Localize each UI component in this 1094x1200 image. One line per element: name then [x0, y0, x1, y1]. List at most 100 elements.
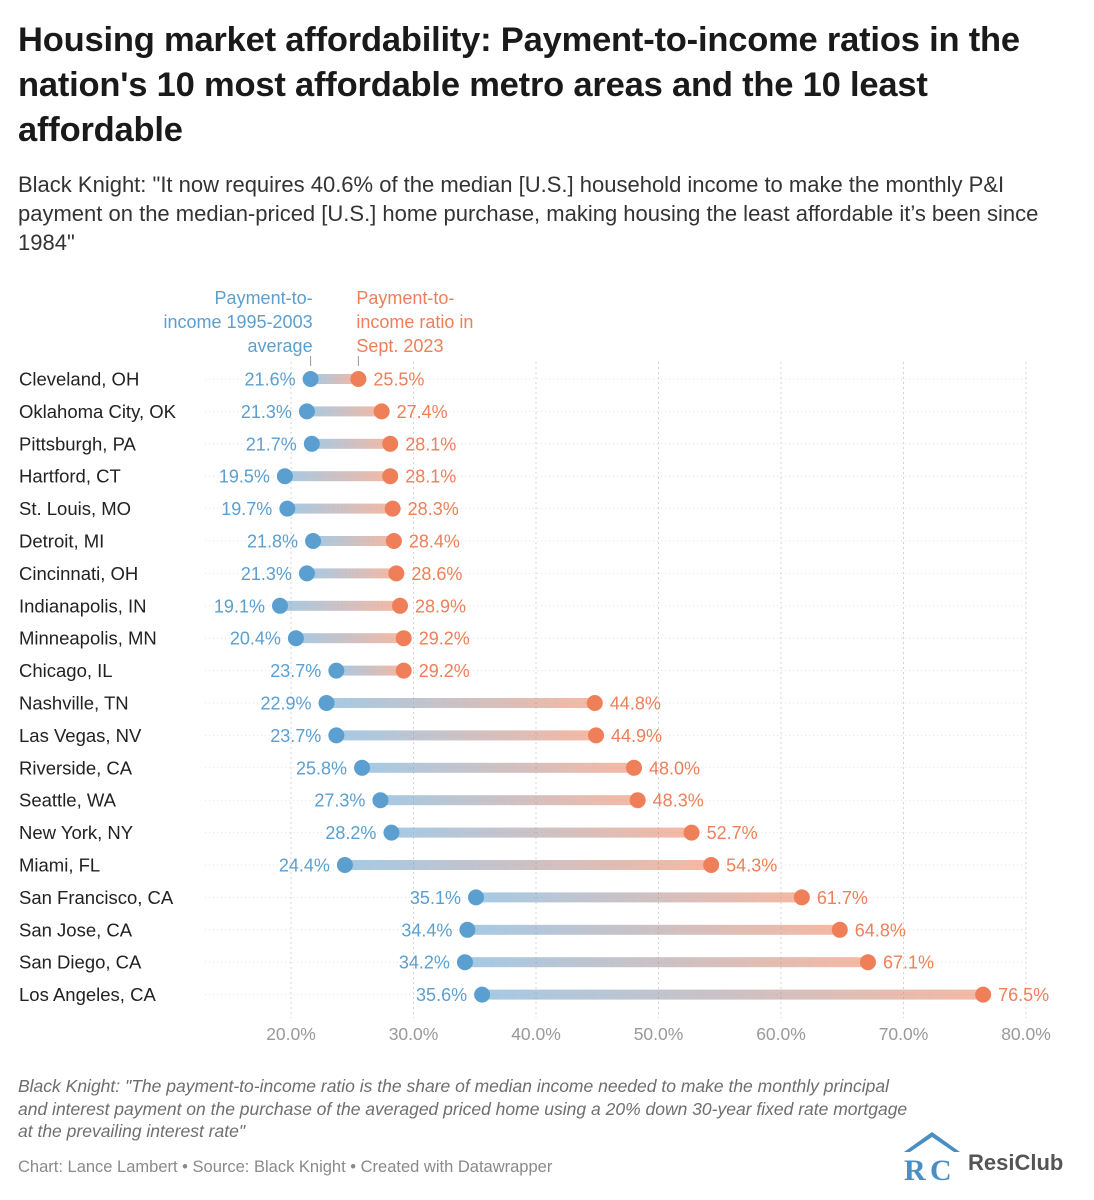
range-connector: [380, 795, 638, 806]
metro-label: Miami, FL: [19, 855, 100, 876]
sept-value-label: 28.9%: [415, 596, 466, 616]
logo-text: ResiClub: [968, 1150, 1064, 1175]
avg-dot: [279, 500, 296, 517]
avg-value-label: 21.3%: [241, 564, 292, 584]
sept-dot: [683, 824, 700, 841]
x-tick-label: 40.0%: [511, 1024, 561, 1044]
methodology-note: Black Knight: "The payment-to-income rat…: [18, 1076, 908, 1141]
avg-dot: [372, 792, 389, 809]
avg-value-label: 20.4%: [230, 629, 281, 649]
metro-label: Hartford, CT: [19, 466, 121, 487]
avg-dot: [459, 921, 476, 938]
avg-value-label: 24.4%: [279, 856, 330, 876]
range-connector: [279, 600, 401, 611]
avg-value-label: 19.1%: [214, 596, 265, 616]
x-tick-label: 20.0%: [266, 1024, 316, 1044]
sept-value-label: 48.3%: [653, 791, 704, 811]
sept-value-label: 28.1%: [405, 467, 456, 487]
range-connector: [464, 957, 868, 968]
x-tick-label: 50.0%: [634, 1024, 684, 1044]
avg-value-label: 28.2%: [325, 823, 376, 843]
avg-dot: [467, 889, 484, 906]
sept-value-label: 28.6%: [411, 564, 462, 584]
svg-text:R: R: [904, 1154, 926, 1184]
sept-dot: [395, 630, 412, 647]
chart-subtitle: Black Knight: "It now requires 40.6% of …: [18, 172, 1039, 255]
sept-dot: [703, 857, 720, 873]
range-connector: [284, 471, 391, 482]
range-connector: [344, 860, 712, 870]
range-connector: [313, 536, 394, 546]
avg-value-label: 25.8%: [296, 758, 347, 778]
sept-dot: [588, 727, 605, 744]
avg-value-label: 27.3%: [314, 791, 365, 811]
metro-label: Minneapolis, MN: [19, 628, 157, 649]
range-connector: [326, 698, 595, 708]
range-connector: [306, 568, 397, 579]
metro-label: Cleveland, OH: [19, 369, 139, 390]
metro-label: Riverside, CA: [19, 757, 133, 778]
avg-dot: [318, 695, 335, 711]
x-tick-label: 70.0%: [879, 1024, 929, 1044]
metro-label: San Diego, CA: [19, 952, 142, 973]
sept-dot: [384, 500, 401, 517]
sept-dot: [385, 533, 402, 549]
metro-label: Pittsburgh, PA: [19, 433, 137, 454]
avg-value-label: 35.1%: [410, 888, 461, 908]
avg-dot: [287, 630, 304, 647]
range-connector: [475, 892, 802, 903]
metro-label: Oklahoma City, OK: [19, 401, 177, 422]
chart-credit: Chart: Lance Lambert • Source: Black Kni…: [18, 1158, 553, 1176]
avg-value-label: 19.5%: [219, 467, 270, 487]
range-connector: [362, 762, 634, 773]
avg-dot: [383, 824, 400, 841]
metro-label: Las Vegas, NV: [19, 725, 142, 746]
metro-label: Chicago, IL: [19, 660, 113, 681]
avg-value-label: 34.2%: [399, 953, 450, 973]
avg-dot: [474, 986, 491, 1003]
sept-dot: [392, 597, 409, 614]
sept-dot: [382, 468, 399, 485]
sept-value-label: 48.0%: [649, 758, 700, 778]
avg-dot: [276, 468, 293, 485]
sept-dot: [629, 792, 646, 809]
metro-label: Indianapolis, IN: [19, 595, 147, 616]
avg-dot: [305, 533, 322, 549]
sept-dot: [793, 889, 810, 906]
dot-range-chart: 20.0% 30.0% 40.0% 50.0% 60.0% 70.0% 80.0% Payme…: [19, 288, 1051, 1044]
sept-value-label: 44.9%: [611, 726, 662, 746]
sept-value-label: 28.4%: [409, 532, 460, 552]
avg-value-label: 21.7%: [246, 434, 297, 454]
avg-value-label: 34.4%: [401, 920, 452, 940]
sept-value-label: 52.7%: [707, 823, 758, 843]
metro-label: Detroit, MI: [19, 531, 104, 552]
avg-dot: [271, 597, 288, 614]
sept-dot: [859, 954, 876, 971]
sept-dot: [395, 662, 412, 679]
avg-value-label: 23.7%: [270, 661, 321, 681]
avg-value-label: 21.8%: [247, 532, 298, 552]
sept-value-label: 29.2%: [419, 661, 470, 681]
x-tick-label: 60.0%: [756, 1024, 806, 1044]
sept-dot: [586, 695, 603, 711]
resiclub-logo: R C: [904, 1132, 960, 1184]
chart-title: Housing market affordability: Payment-to…: [18, 21, 1020, 149]
avg-dot: [298, 565, 315, 582]
sept-value-label: 28.3%: [408, 499, 459, 519]
sept-dot: [831, 921, 848, 938]
sept-value-label: 27.4%: [397, 402, 448, 422]
sept-dot: [388, 565, 405, 582]
sept-value-label: 29.2%: [419, 629, 470, 649]
range-connector: [310, 374, 359, 384]
avg-value-label: 19.7%: [221, 499, 272, 519]
range-connector: [467, 924, 840, 935]
avg-value-label: 21.3%: [241, 402, 292, 422]
sept-value-label: 61.7%: [817, 888, 868, 908]
avg-value-label: 22.9%: [260, 694, 311, 714]
metro-label: Nashville, TN: [19, 693, 129, 714]
avg-value-label: 35.6%: [416, 985, 467, 1005]
range-connector: [295, 633, 404, 644]
sept-dot: [373, 403, 390, 420]
range-connector: [391, 827, 692, 838]
avg-value-label: 23.7%: [270, 726, 321, 746]
